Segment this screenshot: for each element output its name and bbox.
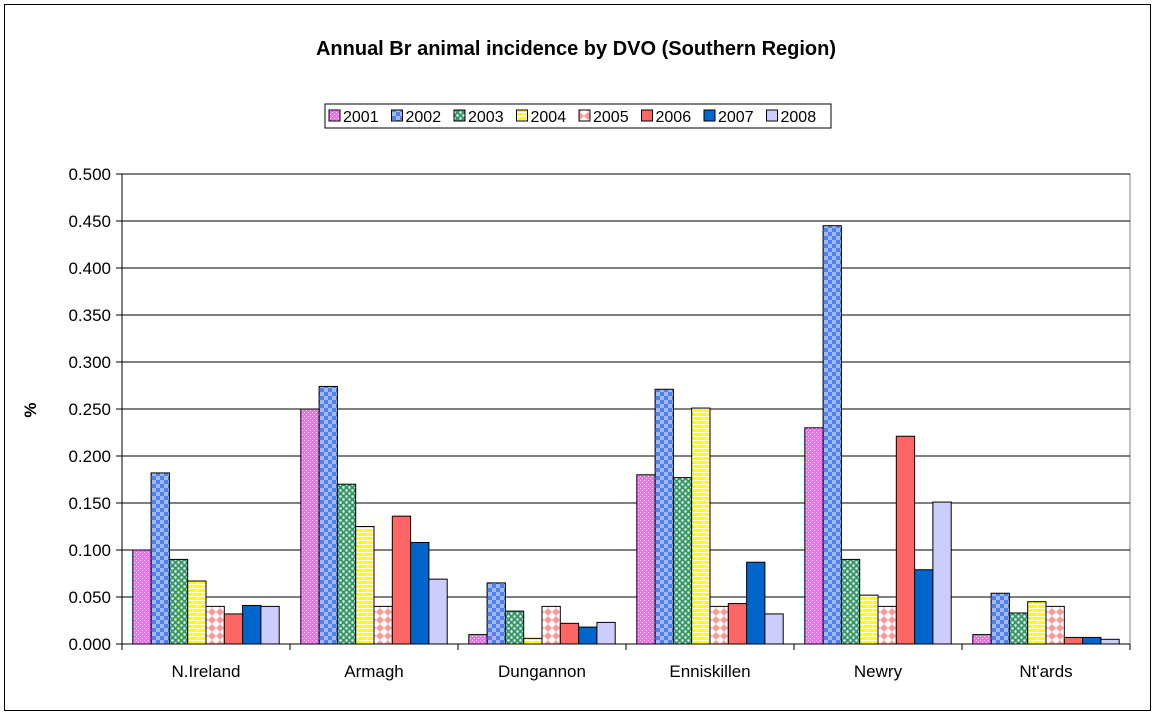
bar-2005-Nt'ards — [1045, 605, 1065, 645]
bar-2002-Dungannon — [486, 582, 506, 645]
bar-2007-Enniskillen — [746, 561, 766, 645]
legend-swatch-2001 — [328, 109, 341, 122]
bar-2001-Enniskillen — [636, 474, 656, 645]
legend-label: 2007 — [718, 109, 754, 126]
bar-2006-N.Ireland — [223, 613, 244, 645]
bar-2007-Nt'ards — [1082, 636, 1102, 645]
legend-label: 2004 — [531, 109, 567, 126]
bar-2002-Enniskillen — [654, 388, 674, 645]
bar-2004-Newry — [859, 594, 879, 645]
bar-2008-Armagh — [428, 578, 448, 645]
bar-2007-Newry — [914, 569, 934, 645]
bar-2003-Nt'ards — [1008, 612, 1029, 645]
bar-2006-Enniskillen — [727, 603, 748, 645]
bar-2006-Nt'ards — [1063, 636, 1084, 645]
x-tick-label: Armagh — [344, 662, 404, 681]
bar-2008-Dungannon — [596, 621, 616, 645]
bar-2001-N.Ireland — [132, 549, 152, 645]
bar-2001-Armagh — [300, 408, 320, 645]
bar-2004-Armagh — [355, 526, 375, 645]
y-axis-label: % — [21, 402, 40, 417]
bar-2002-N.Ireland — [150, 472, 170, 645]
legend-label: 2002 — [406, 109, 442, 126]
bar-2008-N.Ireland — [260, 605, 280, 645]
bar-2001-Nt'ards — [972, 634, 992, 645]
x-tick-label: Newry — [854, 662, 903, 681]
bar-2005-N.Ireland — [205, 605, 225, 645]
bar-2006-Newry — [895, 435, 916, 645]
bar-2003-Armagh — [336, 483, 357, 645]
legend-box — [324, 103, 832, 129]
x-tick-label: Dungannon — [498, 662, 586, 681]
y-tick-label: 0.300 — [68, 353, 111, 372]
y-tick-label: 0.050 — [68, 588, 111, 607]
bar-2006-Armagh — [391, 515, 412, 645]
axes — [121, 174, 1131, 650]
legend-swatch-2004 — [516, 109, 528, 122]
x-tick-label: N.Ireland — [172, 662, 241, 681]
bar-2004-N.Ireland — [187, 580, 207, 645]
y-tick-label: 0.250 — [68, 400, 111, 419]
legend-label: 2005 — [593, 109, 629, 126]
bars — [132, 225, 1120, 645]
bar-2003-Enniskillen — [672, 477, 693, 645]
y-tick-label: 0.350 — [68, 306, 111, 325]
y-tick-label: 0.450 — [68, 212, 111, 231]
legend-swatch-2007 — [703, 109, 716, 122]
y-tick-label: 0.000 — [68, 635, 111, 654]
gridlines — [116, 173, 1131, 645]
bar-2005-Newry — [877, 605, 897, 645]
bar-2005-Enniskillen — [709, 605, 729, 645]
y-tick-label: 0.200 — [68, 447, 111, 466]
bar-2001-Newry — [804, 427, 824, 645]
bar-2002-Newry — [822, 225, 842, 645]
bar-2006-Dungannon — [559, 622, 580, 645]
bar-2004-Enniskillen — [691, 407, 711, 645]
bar-2007-N.Ireland — [242, 604, 262, 645]
bar-2003-N.Ireland — [168, 558, 189, 645]
y-tick-label: 0.400 — [68, 259, 111, 278]
legend-label: 2003 — [468, 109, 504, 126]
bar-2002-Armagh — [318, 385, 338, 645]
legend-swatch-2008 — [766, 109, 778, 122]
bar-2004-Dungannon — [523, 637, 543, 645]
legend-label: 2008 — [781, 109, 817, 126]
legend-swatch-2002 — [391, 109, 403, 122]
legend-swatch-2005 — [578, 109, 591, 122]
legend-label: 2001 — [343, 109, 379, 126]
bar-2007-Dungannon — [578, 626, 598, 645]
tick-labels: 0.000 0.050 0.100 0.150 0.200 0.250 0.300 0.350… — [68, 165, 1072, 681]
legend-label: 2006 — [656, 109, 692, 126]
bar-2002-Nt'ards — [990, 592, 1010, 645]
x-tick-label: Enniskillen — [669, 662, 750, 681]
bar-2003-Newry — [840, 558, 861, 645]
bar-2004-Nt'ards — [1027, 601, 1047, 645]
bar-2007-Armagh — [410, 541, 430, 645]
bar-2003-Dungannon — [504, 610, 525, 645]
legend: 2001 2002 2003 2004 2005 2006 2007 2008 — [324, 103, 832, 129]
y-tick-label: 0.150 — [68, 494, 111, 513]
bar-2008-Nt'ards — [1100, 638, 1120, 645]
bar-2005-Armagh — [373, 605, 393, 645]
bar-2005-Dungannon — [541, 605, 561, 645]
x-tick-label: Nt'ards — [1019, 662, 1072, 681]
chart-title: Annual Br animal incidence by DVO (South… — [316, 38, 836, 60]
y-tick-label: 0.500 — [68, 165, 111, 184]
y-tick-label: 0.100 — [68, 541, 111, 560]
legend-swatch-2003 — [453, 109, 466, 122]
bar-2001-Dungannon — [468, 634, 488, 645]
bar-2008-Newry — [932, 501, 952, 645]
legend-swatch-2006 — [641, 109, 653, 122]
bar-2008-Enniskillen — [764, 613, 784, 645]
